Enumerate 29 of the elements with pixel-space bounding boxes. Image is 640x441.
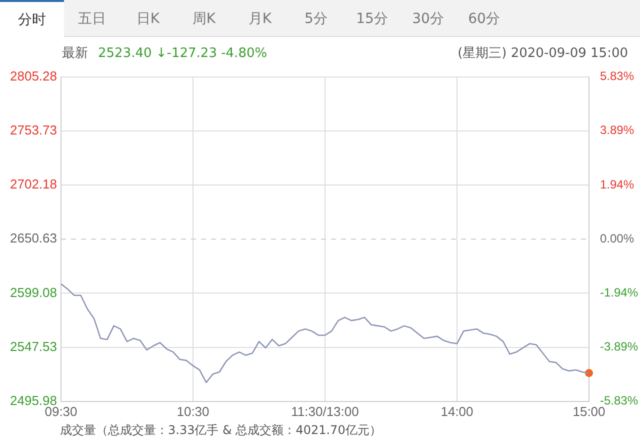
y-tick-label: 2547.53	[10, 338, 57, 354]
x-tick-label: 10:30	[176, 404, 210, 419]
y2-tick-label: 3.89%	[600, 123, 634, 138]
y-tick-label: 2805.28	[10, 68, 57, 84]
y2-tick-label: 5.83%	[600, 69, 634, 84]
y-tick-label: 2495.98	[10, 392, 57, 408]
y2-tick-label: -3.89%	[600, 340, 638, 354]
y-tick-label: 2753.73	[10, 122, 57, 138]
text: (星期三) 2020-09-09 15:00	[458, 45, 628, 62]
text: 五日	[77, 10, 107, 29]
text: 周K	[191, 10, 217, 29]
chart-title: 最新	[62, 46, 88, 61]
text: 60分	[467, 10, 501, 29]
y-tick-label: 2702.18	[10, 176, 57, 192]
text: 30分	[411, 10, 445, 29]
text: 15分	[355, 10, 389, 29]
text: 分时	[0, 0, 64, 37]
text: 日K	[135, 10, 161, 29]
y-tick-label: 2650.63	[10, 230, 57, 246]
y2-tick-label: -1.94%	[600, 285, 638, 300]
text: 5分	[304, 10, 328, 29]
y-tick-label: 2599.08	[10, 284, 57, 300]
x-tick-label: 11:30/13:00	[291, 404, 359, 419]
y2-tick-label: 0.00%	[600, 231, 634, 246]
text: 成交量（总成交量：3.33亿手 & 总成交额：4021.70亿元）	[60, 422, 382, 439]
chart-subtitle: 2523.40 ↓-127.23 -4.80%	[98, 46, 268, 61]
text: 月K	[247, 10, 273, 29]
x-tick-label: 14:00	[440, 404, 474, 419]
y2-tick-label: 1.94%	[600, 177, 634, 192]
